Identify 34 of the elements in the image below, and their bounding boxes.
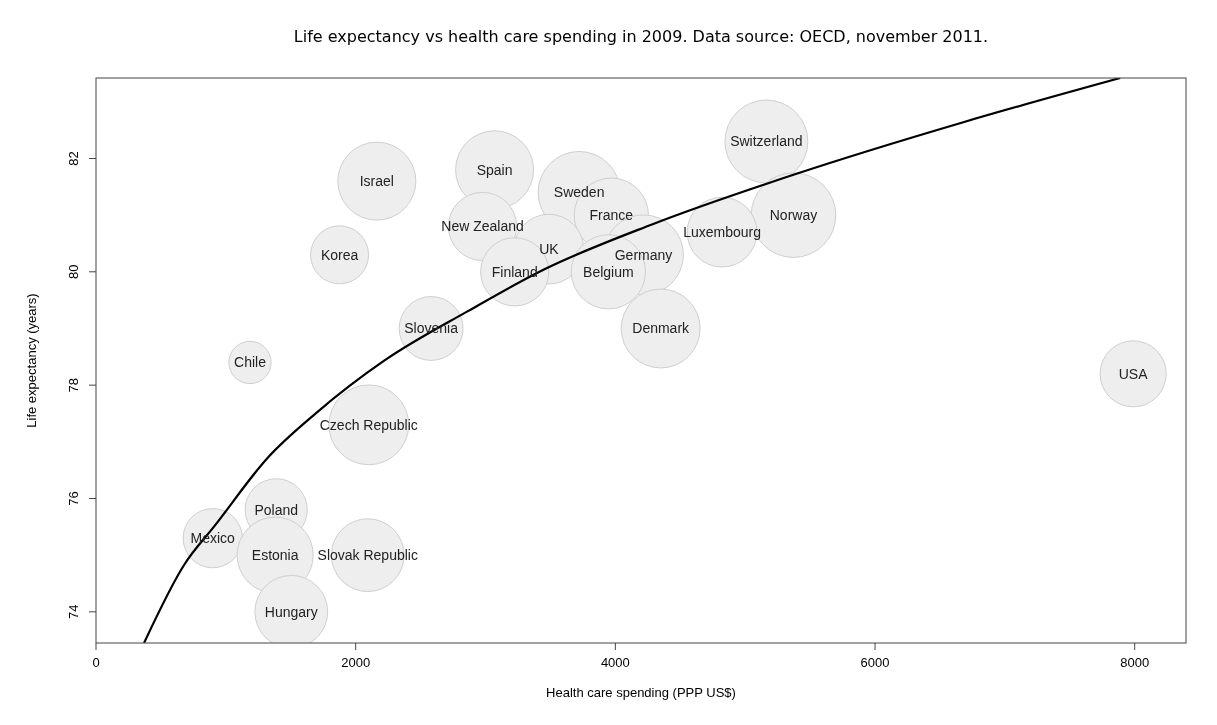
x-tick-label: 0 — [92, 655, 100, 670]
annotation: USA — [1118, 365, 1149, 382]
annotation: Estonia — [251, 547, 299, 564]
annotation: UK — [539, 241, 560, 258]
annotation: France — [589, 207, 634, 224]
annotation: Korea — [320, 246, 359, 263]
chart-title: Life expectancy vs health care spending in 2009. Data source: OECD, november 2011. — [293, 27, 989, 46]
annotation: Chile — [234, 354, 267, 371]
annotation: Poland — [254, 501, 299, 518]
y-tick-label: 80 — [66, 264, 81, 280]
annotation: Belgium — [583, 263, 634, 280]
annotation: Israel — [359, 173, 394, 190]
x-axis-title: Health care spending (PPP US$) — [546, 685, 736, 700]
annotation: New Zealand — [441, 218, 524, 235]
x-tick-label: 2000 — [341, 655, 371, 670]
y-tick-label: 76 — [66, 491, 81, 506]
annotation: Hungary — [264, 603, 318, 620]
annotation: Spain — [476, 161, 513, 178]
y-axis-title: Life expectancy (years) — [24, 293, 39, 428]
x-tick-label: 8000 — [1120, 655, 1150, 670]
annotation: Norway — [769, 207, 818, 224]
y-tick-label: 74 — [66, 604, 81, 620]
annotation: Finland — [491, 263, 538, 280]
annotation: Czech Republic — [319, 416, 418, 433]
x-tick-label: 4000 — [600, 655, 630, 670]
annotation: Luxembourg — [683, 224, 761, 241]
annotation: Slovak Republic — [317, 547, 418, 564]
annotation: Sweden — [553, 184, 605, 201]
y-tick-label: 82 — [66, 151, 81, 166]
annotation: Denmark — [632, 320, 691, 337]
x-tick-label: 6000 — [860, 655, 890, 670]
annotation: Switzerland — [730, 133, 803, 150]
annotation: Germany — [614, 246, 673, 263]
y-tick-label: 78 — [66, 377, 81, 393]
